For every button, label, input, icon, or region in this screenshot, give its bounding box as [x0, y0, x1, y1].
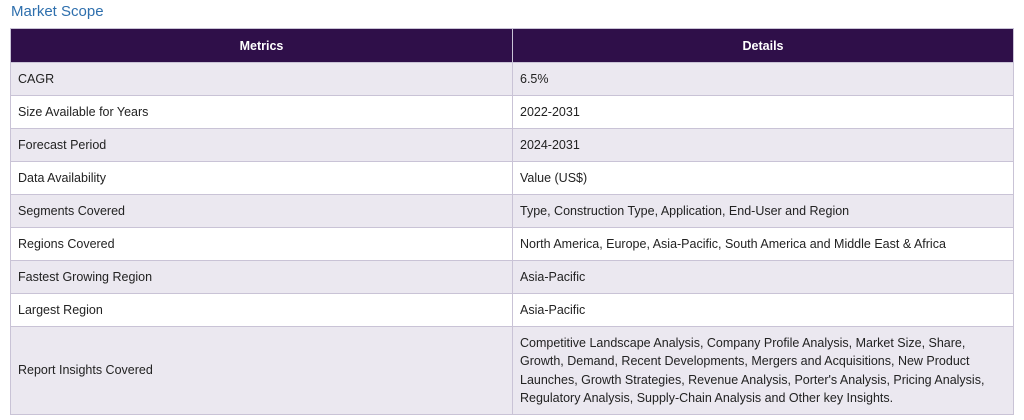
table-row: Forecast Period 2024-2031	[10, 128, 1014, 162]
table-header-row: Metrics Details	[10, 28, 1014, 63]
detail-cell: Type, Construction Type, Application, En…	[512, 194, 1014, 228]
table-row: Size Available for Years 2022-2031	[10, 95, 1014, 129]
metric-cell: Segments Covered	[10, 194, 513, 228]
metric-cell: Data Availability	[10, 161, 513, 195]
table-row: Largest Region Asia-Pacific	[10, 293, 1014, 327]
metric-cell: Regions Covered	[10, 227, 513, 261]
table-row: Regions Covered North America, Europe, A…	[10, 227, 1014, 261]
detail-cell: Value (US$)	[512, 161, 1014, 195]
column-header-metrics: Metrics	[10, 28, 513, 63]
detail-cell: 2022-2031	[512, 95, 1014, 129]
metric-cell: Report Insights Covered	[10, 326, 513, 415]
detail-cell: 6.5%	[512, 62, 1014, 96]
table-row: CAGR 6.5%	[10, 62, 1014, 96]
detail-cell: Asia-Pacific	[512, 260, 1014, 294]
table-row: Data Availability Value (US$)	[10, 161, 1014, 195]
detail-cell: Asia-Pacific	[512, 293, 1014, 327]
metric-cell: Size Available for Years	[10, 95, 513, 129]
market-scope-table: Metrics Details CAGR 6.5% Size Available…	[10, 28, 1014, 415]
detail-cell: North America, Europe, Asia-Pacific, Sou…	[512, 227, 1014, 261]
table-row: Segments Covered Type, Construction Type…	[10, 194, 1014, 228]
detail-cell: Competitive Landscape Analysis, Company …	[512, 326, 1014, 415]
metric-cell: Fastest Growing Region	[10, 260, 513, 294]
detail-cell: 2024-2031	[512, 128, 1014, 162]
metric-cell: Largest Region	[10, 293, 513, 327]
metric-cell: Forecast Period	[10, 128, 513, 162]
metric-cell: CAGR	[10, 62, 513, 96]
column-header-details: Details	[512, 28, 1014, 63]
table-row: Fastest Growing Region Asia-Pacific	[10, 260, 1014, 294]
table-row: Report Insights Covered Competitive Land…	[10, 326, 1014, 415]
section-title: Market Scope	[11, 3, 104, 20]
